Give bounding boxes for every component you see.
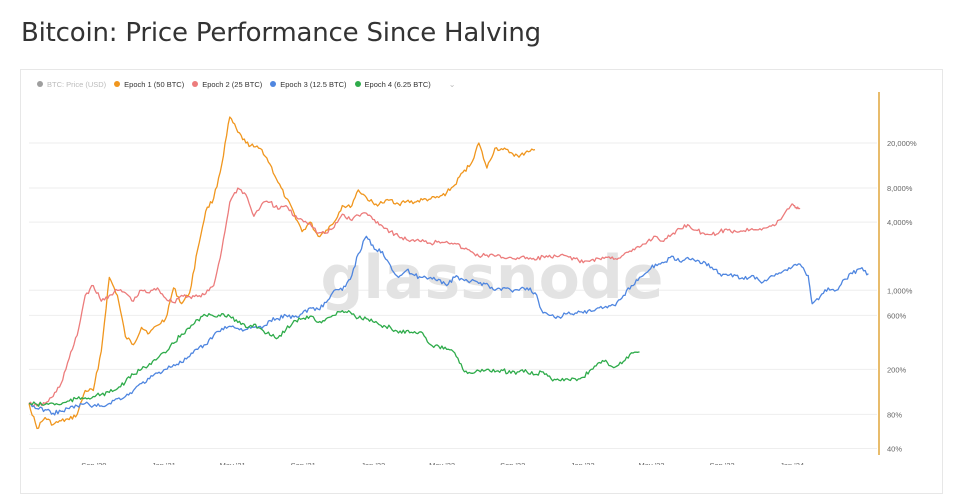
y-tick-label: 1,000% (887, 286, 913, 295)
legend-label: Epoch 4 (6.25 BTC) (364, 79, 431, 89)
legend-dot-icon (37, 81, 43, 87)
x-tick-label: Jan '24 (780, 461, 804, 465)
x-tick-label: Sep '22 (500, 461, 525, 465)
x-tick-label: Sep '23 (709, 461, 734, 465)
y-tick-label: 40% (887, 444, 902, 453)
y-axis-labels: 40% 80% 200% 600% 1,000% 4,000% 8,000% 20,000% (887, 139, 917, 453)
chart-plot: glassnode 40% 80% 200% 600% 1,000% 4,000% 8,00… (28, 92, 917, 465)
x-tick-label: Jan '23 (571, 461, 595, 465)
y-tick-label: 8,000% (887, 184, 913, 193)
chart-card (20, 69, 943, 494)
page-title: Bitcoin: Price Performance Since Halving (21, 18, 541, 48)
legend-dot-icon (354, 81, 361, 87)
series-layer (28, 116, 869, 430)
series-line-epoch-1[interactable] (28, 116, 536, 430)
legend-item-epoch-3[interactable]: Epoch 3 (12.5 BTC) (270, 79, 347, 89)
y-tick-label: 20,000% (887, 139, 917, 148)
legend-label: Epoch 2 (25 BTC) (202, 79, 263, 89)
legend-label: Epoch 3 (12.5 BTC) (280, 79, 347, 89)
x-tick-label: Sep '20 (81, 461, 106, 465)
legend-item-btc-price[interactable]: BTC: Price (USD) (37, 80, 106, 89)
y-tick-label: 600% (887, 311, 907, 320)
grid-lines (29, 142, 877, 449)
series-line-epoch-2[interactable] (28, 187, 801, 407)
series-line-epoch-4[interactable] (28, 310, 640, 407)
y-tick-label: 200% (887, 365, 907, 374)
legend-label: BTC: Price (USD) (47, 79, 107, 89)
y-tick-label: 80% (887, 410, 902, 419)
legend-item-epoch-2[interactable]: Epoch 2 (25 BTC) (192, 80, 262, 89)
series-line-epoch-3[interactable] (28, 235, 869, 416)
x-tick-label: May '22 (429, 461, 455, 465)
x-tick-label: May '23 (639, 461, 665, 465)
x-tick-label: Jan '21 (152, 461, 176, 465)
x-tick-label: Jan '22 (361, 461, 385, 465)
x-tick-label: May '21 (220, 461, 246, 465)
legend-expand-chevron-icon[interactable]: ⌄ (448, 79, 456, 89)
legend-dot-icon (270, 81, 277, 87)
x-tick-label: Sep '21 (291, 461, 316, 465)
legend-label: Epoch 1 (50 BTC) (124, 79, 185, 89)
watermark: glassnode (320, 243, 663, 313)
legend-item-epoch-4[interactable]: Epoch 4 (6.25 BTC) (354, 79, 431, 89)
x-axis-labels: Sep '20 Jan '21 May '21 Sep '21 Jan '22 May '… (81, 461, 804, 465)
y-tick-label: 4,000% (887, 218, 913, 227)
legend-dot-icon (114, 81, 121, 87)
legend-item-epoch-1[interactable]: Epoch 1 (50 BTC) (114, 80, 184, 89)
chart-legend: BTC: Price (USD) Epoch 1 (50 BTC) Epoch … (37, 78, 456, 90)
legend-dot-icon (192, 81, 199, 87)
